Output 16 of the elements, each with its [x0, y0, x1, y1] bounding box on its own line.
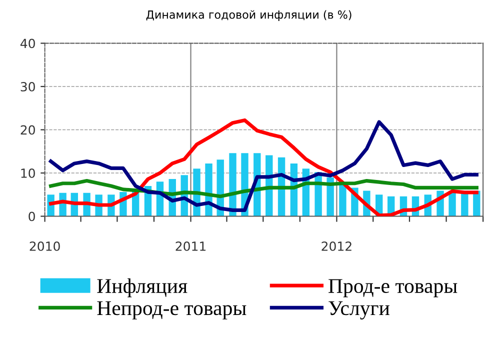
y-tick-label: 30 [20, 82, 35, 92]
bar [339, 184, 346, 216]
y-tick-label: 40 [20, 38, 35, 48]
legend-label: Непрод-е товары [97, 301, 246, 320]
x-tick-label: 2011 [176, 241, 206, 251]
legend-label: Услуги [328, 301, 390, 320]
y-tick-label: 20 [20, 125, 35, 135]
bar [326, 177, 334, 216]
chart-title: Динамика годовой инфляции (в %) [146, 10, 352, 21]
legend-label: Прод-е товары [328, 279, 458, 298]
y-tick-label: 10 [21, 168, 35, 178]
legend-label: Инфляция [97, 278, 188, 298]
y-tick-label: 0 [28, 212, 35, 222]
line-series [49, 178, 478, 198]
x-tick-label: 2010 [30, 241, 60, 251]
x-tick-label: 2012 [322, 241, 352, 251]
